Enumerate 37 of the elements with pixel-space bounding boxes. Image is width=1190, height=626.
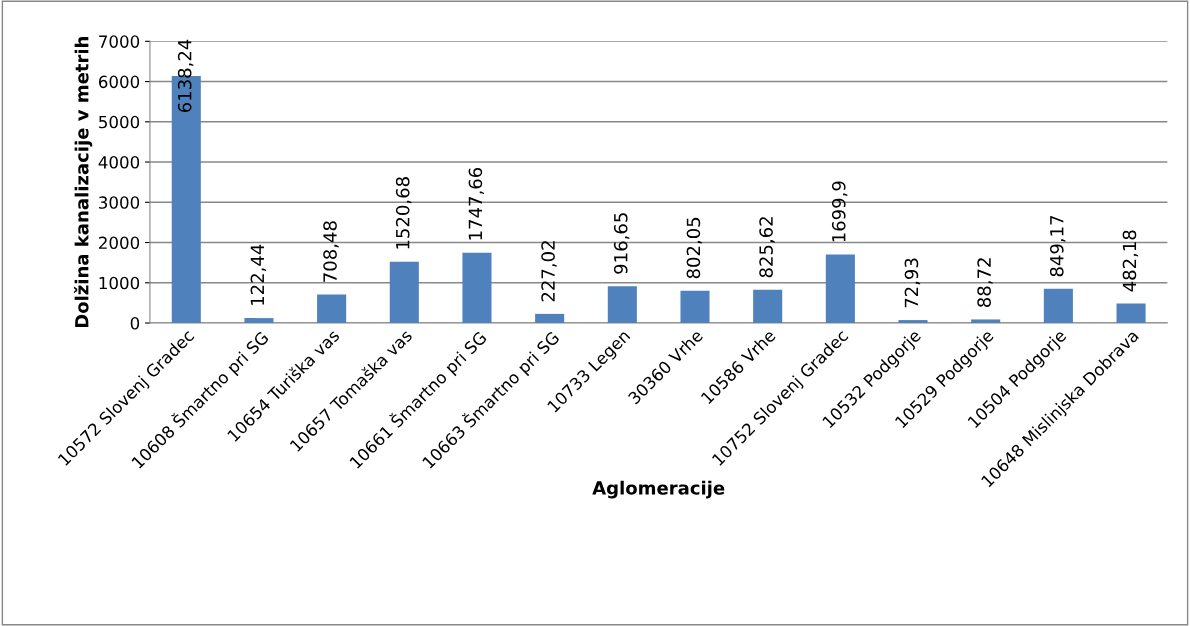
data-label: 1747,66 — [468, 167, 485, 240]
bar — [389, 261, 419, 324]
bar — [462, 252, 492, 324]
bar — [607, 286, 637, 324]
bar — [1043, 288, 1073, 324]
bar — [898, 320, 928, 324]
data-label: 6138,24 — [177, 39, 194, 113]
bar — [825, 254, 855, 324]
data-label: 482,18 — [1122, 230, 1139, 292]
data-label: 849,17 — [1049, 215, 1066, 277]
bar — [244, 318, 274, 324]
data-label: 1520,68 — [395, 177, 412, 249]
bar — [680, 290, 710, 324]
data-label: 825,62 — [759, 217, 775, 278]
bar — [317, 294, 347, 324]
y-tick-label: 4000 — [98, 156, 140, 169]
y-tick-label: 7000 — [99, 35, 140, 48]
data-label: 1699,9 — [831, 181, 848, 242]
bar — [1116, 303, 1146, 324]
y-tick-label: 3000 — [99, 196, 140, 209]
y-tick-label: 2000 — [99, 236, 140, 250]
bar — [535, 313, 565, 324]
y-tick-label: 5000 — [99, 115, 140, 129]
data-label: 916,65 — [613, 213, 630, 274]
data-label: 122,44 — [250, 244, 267, 305]
y-axis-title: Dolžina kanalizacije v metrih — [73, 36, 93, 328]
y-tick-label: 6000 — [98, 75, 140, 89]
data-label: 802,05 — [686, 217, 703, 279]
bar — [753, 289, 783, 324]
data-label: 72,93 — [904, 258, 921, 308]
bar — [971, 319, 1001, 324]
data-label: 708,48 — [323, 221, 339, 282]
data-label: 227,02 — [541, 241, 557, 302]
y-tick-label: 0 — [130, 316, 140, 330]
x-axis-title: Aglomeracije — [592, 480, 725, 499]
data-label: 88,72 — [977, 258, 993, 307]
y-tick-label: 1000 — [99, 276, 140, 290]
